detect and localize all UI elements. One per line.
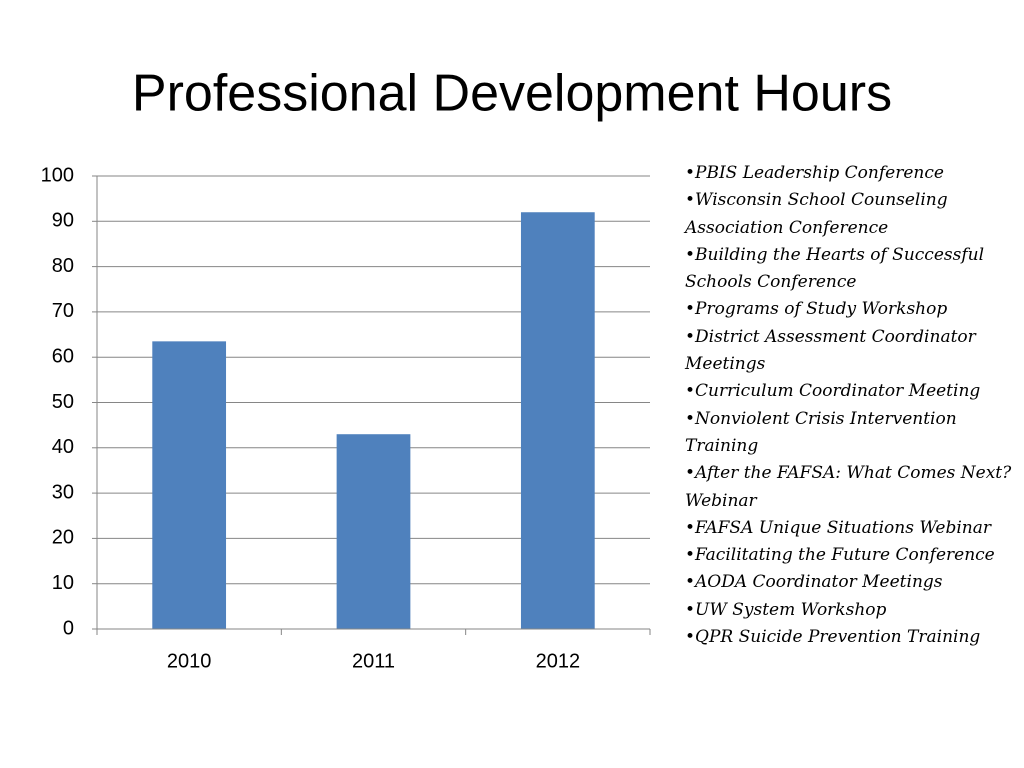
list-item: •After the FAFSA: What Comes Next? Webin… [685, 463, 1012, 511]
bar [152, 341, 227, 629]
bar [336, 434, 411, 629]
y-tick-label: 10 [52, 572, 74, 594]
y-tick-label: 100 [41, 164, 74, 186]
y-tick-label: 90 [52, 210, 74, 232]
y-tick-label: 40 [52, 436, 74, 458]
list-item: •Building the Hearts of Successful Schoo… [685, 244, 985, 293]
y-tick-label: 0 [63, 617, 74, 639]
list-item: •District Assessment Coordinator Meeting… [685, 326, 976, 375]
list-item: •PBIS Leadership Conference [685, 163, 944, 183]
list-item: •Nonviolent Crisis Intervention Training [685, 408, 957, 456]
y-tick-label: 60 [52, 345, 74, 367]
list-item: •Curriculum Coordinator Meeting [685, 381, 981, 402]
list-item: •Facilitating the Future Conference [685, 545, 995, 566]
list-item: •UW System Workshop [685, 599, 887, 620]
list-item: •Wisconsin School Counseling Association… [685, 190, 948, 238]
list-item: •AODA Coordinator Meetings [685, 572, 943, 593]
x-tick-label: 2010 [167, 650, 212, 672]
y-tick-label: 70 [52, 300, 74, 322]
bar [520, 212, 595, 630]
y-tick-label: 50 [52, 391, 74, 413]
chart-title: Professional Development Hours [132, 65, 892, 123]
y-tick-label: 20 [52, 527, 74, 549]
y-tick-label: 80 [52, 255, 74, 277]
list-item: •Programs of Study Workshop [685, 299, 948, 320]
list-item: •FAFSA Unique Situations Webinar [685, 517, 992, 538]
x-tick-label: 2011 [352, 650, 395, 672]
list-item: •QPR Suicide Prevention Training [685, 627, 981, 648]
y-tick-label: 30 [52, 481, 74, 503]
x-tick-label: 2012 [536, 650, 581, 672]
event-list: •PBIS Leadership Conference •Wisconsin Sc… [685, 160, 1015, 651]
